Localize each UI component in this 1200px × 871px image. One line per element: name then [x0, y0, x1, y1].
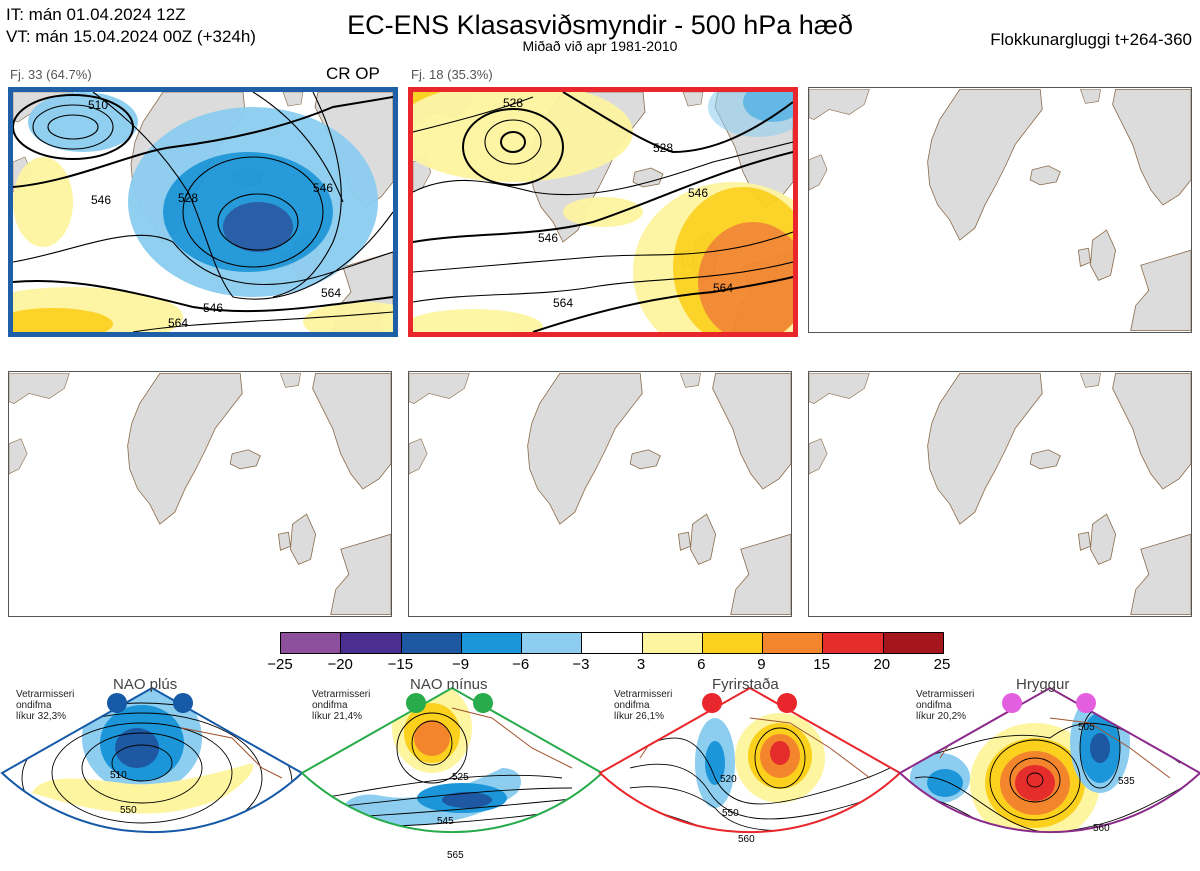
colorbar-tick-label: 9	[757, 656, 766, 673]
colorbar-swatch	[823, 633, 884, 653]
contour-label: 546	[688, 186, 708, 200]
map-panel-empty	[8, 371, 392, 617]
colorbar-tick-label: 20	[873, 656, 891, 673]
regime-type: ondifma	[16, 700, 52, 711]
regime-title: NAO plús	[113, 676, 178, 693]
colorbar-swatch	[522, 633, 583, 653]
regime-maps: 510 550 525 545 5	[0, 686, 1200, 861]
regime-season: Vetrarmisseri	[312, 689, 371, 700]
colorbar-tick-label: 3	[636, 656, 646, 673]
contour-label: 528	[178, 191, 198, 205]
panel-1-tag: CR OP	[326, 64, 380, 83]
regime-probability: líkur 32,3%	[16, 711, 67, 722]
regime-probability: líkur 20,2%	[916, 711, 967, 722]
contour-label: 546	[203, 301, 223, 315]
regime-dot	[406, 693, 426, 713]
map-panel-empty	[808, 87, 1192, 333]
colorbar-swatch	[883, 633, 943, 653]
contour-label: 564	[168, 316, 188, 330]
colorbar-swatch	[582, 633, 643, 653]
colorbar-tick-label: −20	[327, 656, 353, 673]
regime-info: Vetrarmisseri ondifma líkur 20,2%	[916, 689, 974, 722]
map-panel-cluster-2: 528 528 546 546 564 564	[408, 87, 798, 337]
regime-dot	[702, 693, 722, 713]
classification-window: Flokkunargluggi t+264-360	[990, 30, 1192, 49]
contour-label: 505	[1078, 722, 1095, 733]
colorbar-tick-label: 25	[933, 656, 951, 673]
regime-probability: líkur 21,4%	[312, 711, 363, 722]
contour-label: 546	[313, 181, 333, 195]
regime-dot	[1002, 693, 1022, 713]
contour-label: 510	[88, 98, 108, 112]
regime-type: ondifma	[614, 700, 650, 711]
contour-label: 510	[110, 770, 127, 781]
regime-title: NAO mínus	[410, 676, 488, 693]
contour-label: 546	[91, 193, 111, 207]
contour-label: 564	[321, 286, 341, 300]
contour-label: 535	[1118, 776, 1135, 787]
regime-type: ondifma	[916, 700, 952, 711]
regime-dot	[473, 693, 493, 713]
it-line: IT: mán 01.04.2024 12Z	[6, 5, 186, 24]
colorbar-tick-label: −6	[512, 656, 530, 673]
colorbar-tick-label: 6	[697, 656, 706, 673]
contour-label: 550	[120, 805, 137, 816]
colorbar-swatch	[702, 633, 764, 653]
regime-season: Vetrarmisseri	[16, 689, 75, 700]
colorbar-swatch	[281, 633, 342, 653]
panel-2-label: Fj. 18 (35.3%)	[411, 67, 493, 82]
colorbar-tick-label: −15	[387, 656, 414, 673]
colorbar-swatch	[401, 633, 462, 653]
regime-dot	[777, 693, 797, 713]
colorbar-tick-label: −3	[572, 656, 590, 673]
map-panel-cluster-1: 510 528 546 546 546 564 564	[8, 87, 398, 337]
contour-label: 525	[452, 772, 469, 783]
colorbar-swatch	[341, 633, 402, 653]
contour-label: 545	[437, 816, 454, 827]
contour-label: 560	[738, 834, 755, 845]
map-panel-empty	[408, 371, 792, 617]
regime-dot	[1076, 693, 1096, 713]
regime-title: Hryggur	[1016, 676, 1070, 693]
colorbar-tick-label: −9	[451, 656, 470, 673]
regime-probability: líkur 26,1%	[614, 711, 665, 722]
regime-season: Vetrarmisseri	[614, 689, 673, 700]
contour-label: 528	[653, 141, 673, 155]
colorbar	[280, 632, 944, 654]
regime-title: Fyrirstaða	[712, 676, 779, 693]
regime-dot	[173, 693, 193, 713]
colorbar-tick-label: −25	[267, 656, 293, 673]
panel-1-label: Fj. 33 (64.7%)	[10, 67, 92, 82]
regime-info: Vetrarmisseri ondifma líkur 21,4%	[312, 689, 370, 722]
regime-info: Vetrarmisseri ondifma líkur 32,3%	[16, 689, 74, 722]
contour-label: 560	[1093, 823, 1110, 834]
contour-label: 564	[553, 296, 573, 310]
contour-label: 550	[722, 808, 739, 819]
regime-info: Vetrarmisseri ondifma líkur 26,1%	[614, 689, 672, 722]
map-panel-empty	[808, 371, 1192, 617]
colorbar-swatch	[642, 633, 703, 653]
contour-label: 564	[713, 281, 733, 295]
regime-dot	[107, 693, 127, 713]
page-subtitle: Miðað við apr 1981-2010	[522, 38, 678, 54]
vt-line: VT: mán 15.04.2024 00Z (+324h)	[6, 27, 256, 46]
contour-label: 546	[538, 231, 558, 245]
colorbar-tick-label: 15	[813, 656, 830, 673]
contour-label: 520	[720, 774, 737, 785]
colorbar-swatch	[461, 633, 523, 653]
contour-label: 528	[503, 96, 523, 110]
contour-label: 565	[447, 850, 464, 861]
header-info: IT: mán 01.04.2024 12Z VT: mán 15.04.202…	[6, 4, 256, 48]
regime-season: Vetrarmisseri	[916, 689, 975, 700]
page-title: EC-ENS Klasasviðsmyndir - 500 hPa hæð	[347, 10, 853, 40]
regime-type: ondifma	[312, 700, 348, 711]
colorbar-swatch	[763, 633, 824, 653]
